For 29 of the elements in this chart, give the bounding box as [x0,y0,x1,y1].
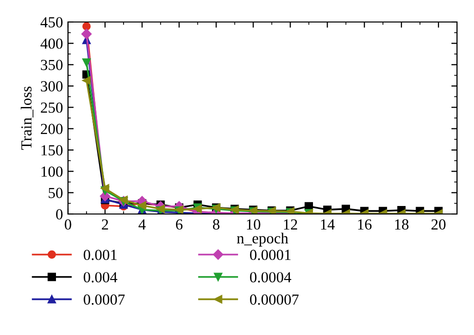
y-tick-label: 0 [56,209,63,220]
y-tick-label: 300 [40,81,63,92]
y-tick-label: 400 [40,38,63,49]
y-tick-label: 250 [40,102,63,113]
y-tick-label: 50 [48,188,63,198]
x-tick-label: 10 [246,219,260,230]
y-axis-title: Train_loss [20,86,34,150]
y-tick-label: 350 [40,60,63,70]
x-tick-label: 8 [212,219,220,230]
x-tick-label: 18 [395,219,408,230]
y-tick-label: 150 [42,145,63,156]
x-tick-label: 4 [138,219,146,230]
x-tick-label: 16 [358,219,372,230]
legend-label: 0.0004 [250,272,292,282]
x-tick-label: 0 [64,219,72,230]
y-tick-label: 450 [40,17,63,28]
x-tick-label: 12 [284,219,298,230]
y-tick-label: 200 [40,124,63,134]
legend-label: 0.0001 [250,250,291,260]
x-tick-label: 20 [432,219,446,230]
x-tick-label: 2 [102,219,108,230]
x-tick-label: 6 [176,219,183,230]
legend-label: 0.0007 [84,294,125,305]
y-tick-label: 100 [42,166,63,177]
legend-label: 0.004 [84,272,118,282]
legend-label: 0.00007 [250,294,299,305]
x-axis-title: n_epoch [236,232,288,247]
x-tick-label: 14 [321,219,335,230]
legend-label: 0.001 [84,250,117,260]
